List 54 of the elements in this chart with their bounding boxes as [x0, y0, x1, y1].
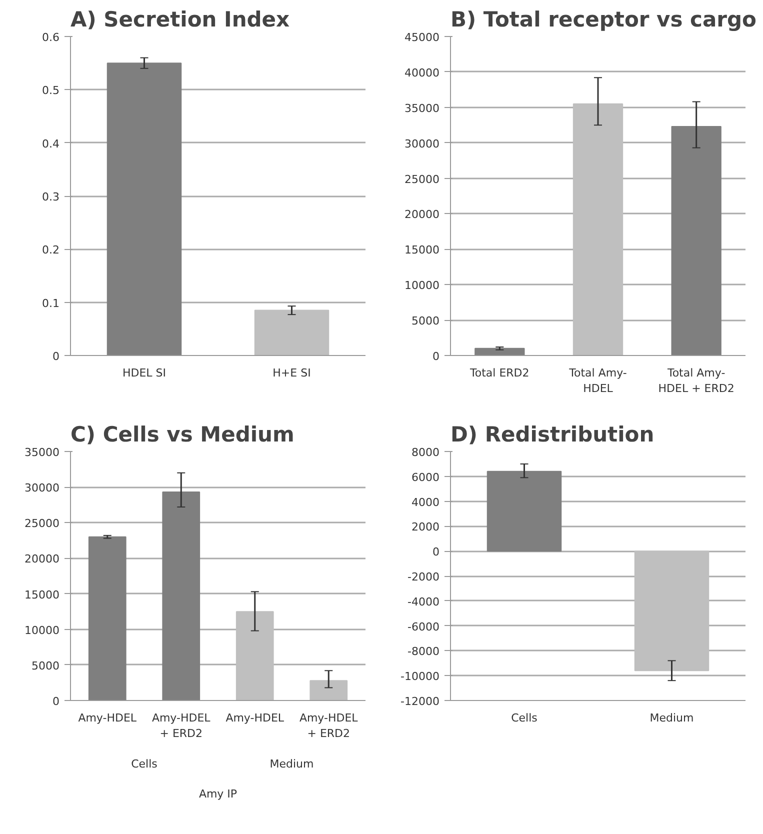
x-tick-label: Total Amy- HDEL — [568, 366, 627, 396]
y-tick-label: 15000 — [404, 244, 440, 257]
y-tick-label: 25000 — [24, 517, 60, 530]
x-tick-label: Amy-HDEL + ERD2 — [152, 712, 212, 740]
y-tick-label: 40000 — [404, 66, 440, 80]
y-tick-label: -8000 — [408, 645, 440, 658]
chart-title: A) Secretion Index — [70, 8, 290, 32]
y-tick-label: 0.1 — [42, 296, 60, 310]
x-tick-label: H+E SI — [272, 366, 311, 380]
y-tick-label: -4000 — [408, 595, 440, 608]
text: Amy IP — [198, 788, 238, 800]
y-tick-label: 0.6 — [42, 31, 60, 44]
y-tick-label: 2000 — [412, 520, 440, 534]
y-tick-label: 35000 — [404, 102, 440, 115]
y-tick-label: 20000 — [404, 208, 440, 222]
y-tick-label: -10000 — [400, 670, 440, 684]
y-tick-label: 0.3 — [42, 190, 60, 204]
x-tick-label: Total ERD2 — [469, 366, 530, 380]
y-tick-label: 0.5 — [42, 84, 60, 98]
y-tick-label: 10000 — [404, 279, 440, 292]
x-tick-label: Total Amy- HDEL + ERD2 — [658, 366, 734, 396]
x-tick-label: HDEL SI — [122, 366, 166, 380]
y-tick-label: 30000 — [24, 482, 60, 495]
chart-title: B) Total receptor vs cargo — [450, 8, 756, 32]
y-tick-label: 0.4 — [42, 137, 60, 150]
y-tick-label: 8000 — [412, 446, 440, 459]
y-tick-label: 35000 — [24, 446, 60, 459]
y-tick-label: 15000 — [24, 588, 60, 602]
x-tick-label: Cells — [511, 712, 538, 724]
x-tick-label: Medium — [650, 712, 694, 724]
y-tick-label: 10000 — [24, 624, 60, 637]
x-tick-label: Amy-HDEL — [78, 712, 138, 724]
y-tick-label: 0 — [432, 350, 440, 363]
y-tick-label: 0.2 — [42, 244, 60, 257]
y-tick-label: 45000 — [404, 31, 440, 44]
text: Cells — [131, 758, 158, 770]
y-tick-label: 0 — [432, 546, 440, 559]
y-tick-label: -2000 — [408, 570, 440, 584]
y-tick-label: 25000 — [404, 172, 440, 186]
chart-title: D) Redistribution — [450, 422, 654, 446]
y-tick-label: 0 — [52, 350, 60, 363]
y-tick-label: 20000 — [24, 552, 60, 566]
text: Medium — [270, 758, 314, 770]
chart-title: C) Cells vs Medium — [70, 422, 294, 446]
y-tick-label: -6000 — [408, 620, 440, 634]
y-tick-label: -12000 — [400, 695, 440, 708]
y-tick-label: 6000 — [412, 470, 440, 484]
x-tick-label: Amy-HDEL + ERD2 — [299, 712, 359, 740]
y-tick-label: 0 — [52, 695, 60, 708]
y-tick-label: 5000 — [32, 659, 60, 672]
y-tick-label: 4000 — [412, 496, 440, 509]
x-tick-label: Amy-HDEL — [226, 712, 285, 724]
y-tick-label: 30000 — [404, 137, 440, 150]
y-tick-label: 5000 — [412, 314, 440, 328]
